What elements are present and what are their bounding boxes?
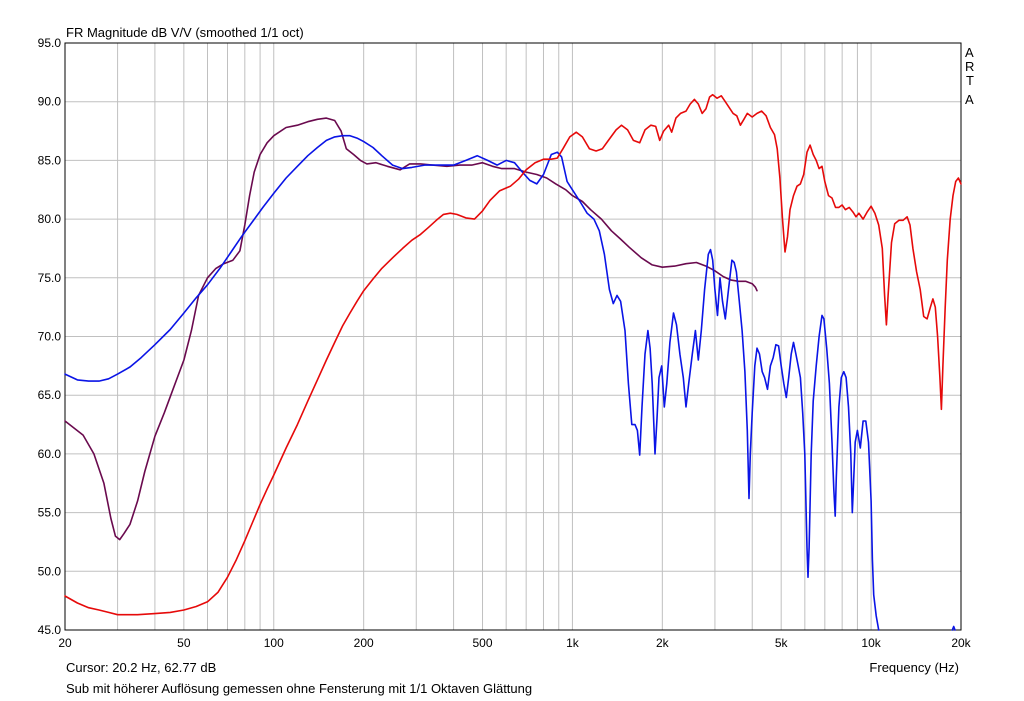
chart-title: FR Magnitude dB V/V (smoothed 1/1 oct) [66,25,304,40]
x-tick-label: 20 [58,636,72,650]
x-tick-label: 2k [656,636,670,650]
cursor-readout: Cursor: 20.2 Hz, 62.77 dB [66,660,216,675]
x-tick-label: 5k [775,636,789,650]
x-tick-label: 1k [566,636,580,650]
brand-letter: R [965,59,974,74]
series-lines [64,93,962,631]
x-tick-label: 10k [861,636,881,650]
grid-lines [65,43,961,630]
x-tick-label: 200 [354,636,374,650]
y-tick-label: 75.0 [38,271,62,285]
brand-letter: A [965,45,974,60]
y-tick-label: 45.0 [38,623,62,637]
y-tick-label: 60.0 [38,447,62,461]
series-line [64,134,880,631]
tick-labels: 95.0 90.0 85.0 80.0 75.0 70.0 65.0 60.0 55.0 50.0… [38,36,972,650]
y-tick-label: 65.0 [38,388,62,402]
y-tick-label: 80.0 [38,212,62,226]
x-tick-label: 500 [473,636,493,650]
arta-brand: A R T A [965,45,974,107]
caption-note: Sub mit höherer Auflösung gemessen ohne … [66,681,532,696]
y-tick-label: 55.0 [38,506,62,520]
y-tick-label: 85.0 [38,153,62,167]
y-tick-label: 95.0 [38,36,62,50]
x-tick-label: 20k [951,636,971,650]
series-line [951,625,956,631]
y-tick-label: 50.0 [38,564,62,578]
brand-letter: T [966,73,974,88]
y-tick-label: 90.0 [38,95,62,109]
plot-frame [64,42,962,631]
series-line [64,117,758,541]
y-tick-label: 70.0 [38,330,62,344]
series-line [64,93,962,616]
x-axis-label: Frequency (Hz) [869,660,959,675]
x-tick-label: 100 [264,636,284,650]
x-tick-label: 50 [177,636,191,650]
brand-letter: A [965,92,974,107]
